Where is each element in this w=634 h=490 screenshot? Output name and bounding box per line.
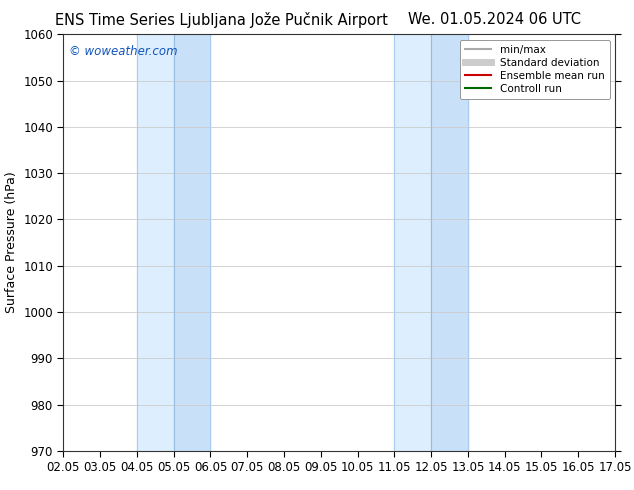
- Text: ENS Time Series Ljubljana Jože Pučnik Airport: ENS Time Series Ljubljana Jože Pučnik Ai…: [55, 12, 389, 28]
- Bar: [137, 34, 210, 451]
- Text: © woweather.com: © woweather.com: [69, 45, 178, 58]
- Bar: [394, 34, 468, 451]
- Text: We. 01.05.2024 06 UTC: We. 01.05.2024 06 UTC: [408, 12, 581, 27]
- Bar: [174, 34, 210, 451]
- Bar: [431, 34, 468, 451]
- Y-axis label: Surface Pressure (hPa): Surface Pressure (hPa): [4, 172, 18, 314]
- Legend: min/max, Standard deviation, Ensemble mean run, Controll run: min/max, Standard deviation, Ensemble me…: [460, 40, 610, 99]
